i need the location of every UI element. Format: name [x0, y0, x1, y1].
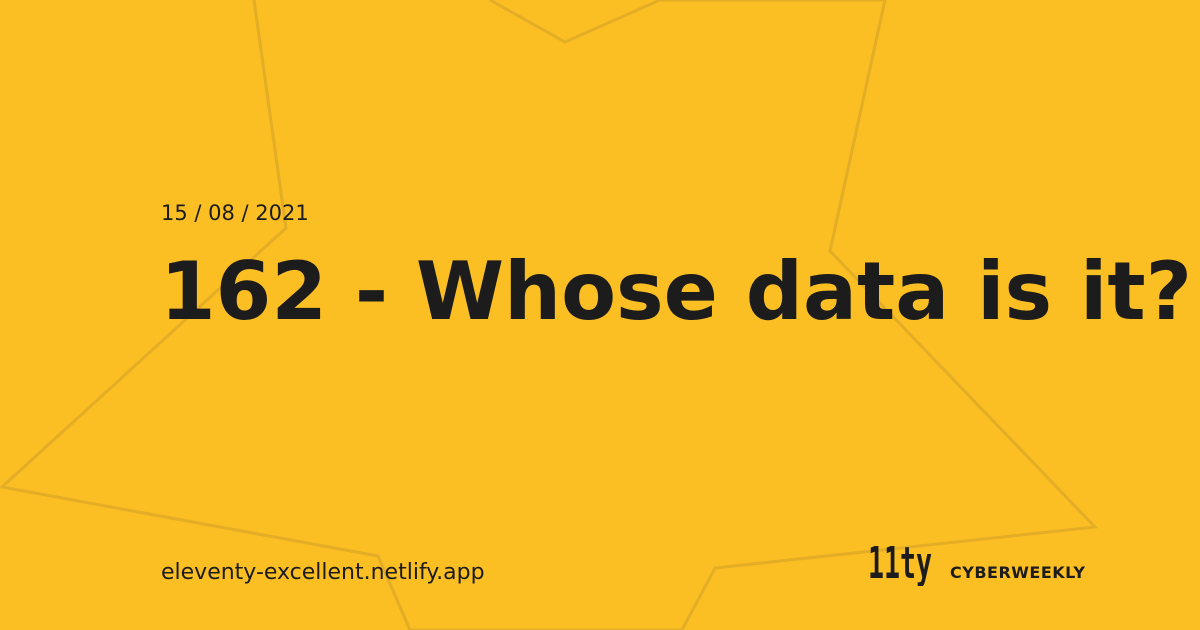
- post-title: 162 - Whose data is it?: [160, 245, 1193, 338]
- brand-name: CYBERWEEKLY: [950, 563, 1086, 582]
- site-url[interactable]: eleventy-excellent.netlify.app: [161, 560, 485, 585]
- eleventy-logo-icon: 11ty: [868, 538, 932, 586]
- post-date: 15 / 08 / 2021: [161, 201, 309, 225]
- logo-text: 11ty: [868, 538, 932, 586]
